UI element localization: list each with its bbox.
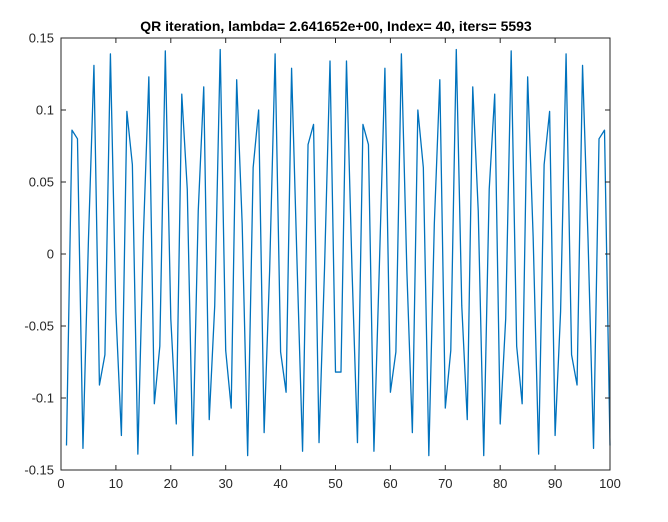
plot-area bbox=[65, 48, 611, 457]
y-tick-label: 0.15 bbox=[29, 31, 54, 46]
x-tick-label: 30 bbox=[218, 476, 232, 491]
x-tick-label: 50 bbox=[328, 476, 342, 491]
x-tick-label: 90 bbox=[548, 476, 562, 491]
x-tick-label: 100 bbox=[599, 476, 621, 491]
y-tick-label: 0.05 bbox=[29, 175, 54, 190]
x-tick-label: 40 bbox=[273, 476, 287, 491]
x-tick-label: 70 bbox=[438, 476, 452, 491]
y-tick-label: -0.15 bbox=[24, 463, 54, 478]
axes: 0 10 20 30 40 50 60 70 80 90 100 -0.15 -0.1 -0.05 0 0.0… bbox=[24, 31, 620, 492]
y-tick-label: 0 bbox=[47, 247, 54, 262]
y-tick-label: -0.05 bbox=[24, 319, 54, 334]
x-tick-label: 60 bbox=[383, 476, 397, 491]
x-tick-label: 10 bbox=[109, 476, 123, 491]
x-tick-label: 20 bbox=[164, 476, 178, 491]
x-tick-label: 80 bbox=[493, 476, 507, 491]
series-line-1 bbox=[65, 48, 611, 457]
chart-title: QR iteration, lambda= 2.641652e+00, Inde… bbox=[140, 18, 532, 34]
y-tick-label: 0.1 bbox=[36, 103, 54, 118]
y-tick-label: -0.1 bbox=[32, 391, 54, 406]
x-tick-label: 0 bbox=[57, 476, 64, 491]
